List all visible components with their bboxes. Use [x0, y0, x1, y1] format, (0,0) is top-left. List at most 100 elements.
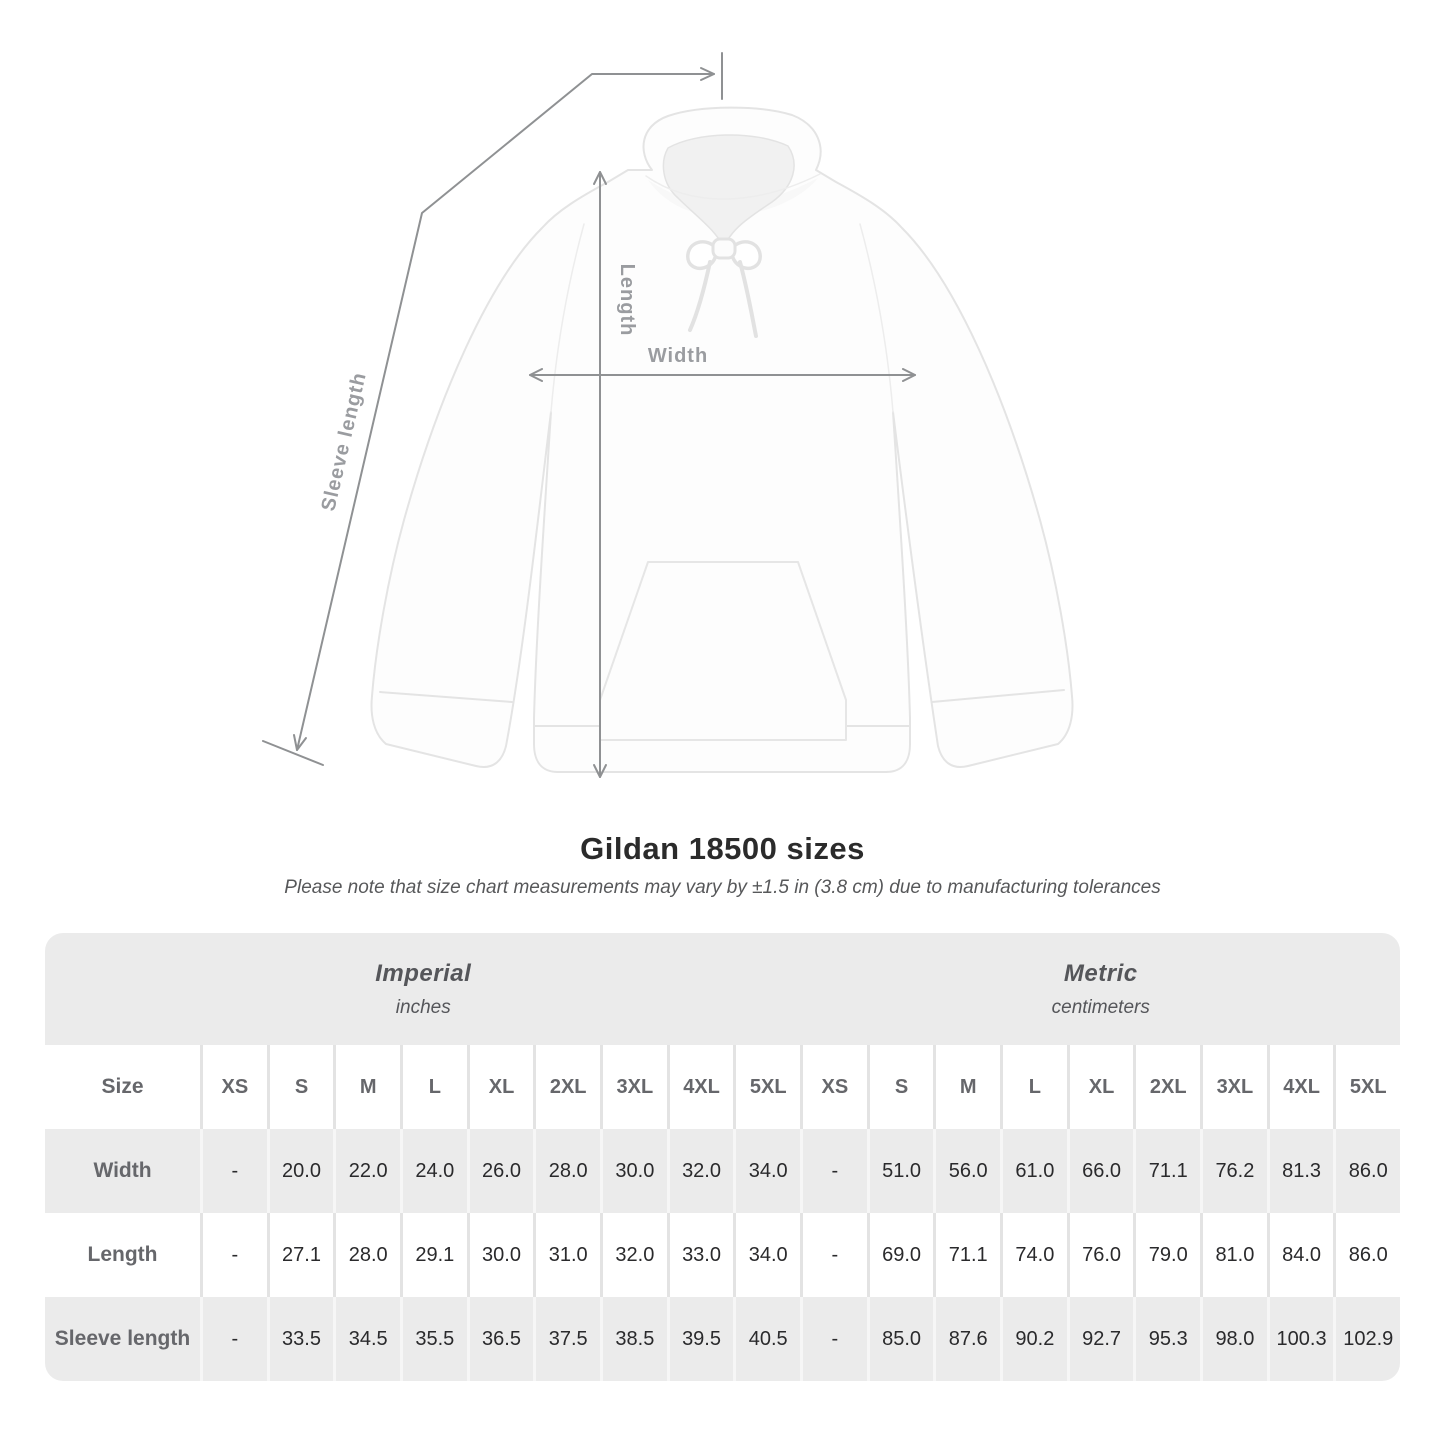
row-label-width: Width	[45, 1129, 203, 1213]
length-metric-xl: 76.0	[1070, 1213, 1137, 1297]
width-imperial-l: 24.0	[403, 1129, 470, 1213]
size-header-metric-4xl: 4XL	[1270, 1045, 1337, 1129]
length-metric-5xl: 86.0	[1348, 1243, 1388, 1266]
size-header-imperial-5xl: 5XL	[736, 1045, 804, 1129]
sleeve-length-metric-xl: 92.7	[1070, 1297, 1137, 1381]
sleeve-length-imperial-l: 35.5	[403, 1297, 470, 1381]
sleeve-length-arrow	[262, 52, 723, 766]
length-imperial-s: 27.1	[270, 1213, 337, 1297]
width-metric-xl: 66.0	[1070, 1129, 1137, 1213]
length-metric-4xl: 84.0	[1270, 1213, 1337, 1297]
length-metric-3xl: 81.0	[1203, 1213, 1270, 1297]
width-metric-xs: -	[803, 1129, 870, 1213]
size-header-metric-2xl: 2XL	[1136, 1045, 1204, 1129]
length-imperial-3xl: 32.0	[603, 1213, 670, 1297]
sleeve-length-imperial-3xl: 38.5	[603, 1297, 670, 1381]
length-imperial-xl: 30.0	[470, 1213, 537, 1297]
sleeve-length-metric-2xl: 95.3	[1136, 1297, 1204, 1381]
size-corner-header: Size	[45, 1045, 203, 1129]
width-metric-3xl: 76.2	[1203, 1129, 1270, 1213]
left-armhole-seam	[550, 223, 585, 413]
width-imperial-4xl: 32.0	[670, 1129, 737, 1213]
hoodie-drawstrings	[686, 237, 762, 338]
sleeve-length-imperial-5xl: 40.5	[736, 1297, 804, 1381]
length-metric-2xl: 79.0	[1136, 1213, 1204, 1297]
width-imperial-xs: -	[203, 1129, 270, 1213]
width-metric-m: 56.0	[936, 1129, 1004, 1213]
imperial-subtitle: inches	[395, 996, 451, 1018]
hoodie-illustration: Length Width Sleeve length	[262, 52, 1074, 778]
sleeve-length-metric-5xl: 102.9	[1343, 1327, 1394, 1350]
hoodie-measurement-diagram: Length Width Sleeve length	[262, 52, 1074, 778]
metric-title: Metric	[1063, 959, 1138, 987]
sleeve-length-imperial-xs: -	[203, 1297, 270, 1381]
width-label: Width	[648, 345, 708, 367]
metric-header: Metric centimeters	[802, 933, 1401, 1045]
length-imperial-4xl: 33.0	[670, 1213, 737, 1297]
length-metric-xs: -	[803, 1213, 870, 1297]
sleeve-length-imperial-2xl: 37.5	[536, 1297, 604, 1381]
width-imperial-5xl: 34.0	[736, 1129, 804, 1213]
length-imperial-m: 28.0	[336, 1213, 404, 1297]
sleeve-length-imperial-4xl: 39.5	[670, 1297, 737, 1381]
width-imperial-2xl: 28.0	[536, 1129, 604, 1213]
sleeve-length-metric-4xl: 100.3	[1270, 1297, 1337, 1381]
left-cuff-seam	[379, 691, 513, 703]
size-header-imperial-m: M	[336, 1045, 404, 1129]
size-header-imperial-4xl: 4XL	[670, 1045, 737, 1129]
sleeve-length-imperial-m: 34.5	[336, 1297, 404, 1381]
size-header-imperial-xl: XL	[470, 1045, 537, 1129]
tolerance-note: Please note that size chart measurements…	[284, 877, 1161, 898]
width-imperial-3xl: 30.0	[603, 1129, 670, 1213]
sleeve-length-metric-l: 90.2	[1003, 1297, 1070, 1381]
right-cuff-seam	[931, 689, 1065, 703]
hoodie-neck-seam	[645, 173, 821, 200]
size-header-metric-m: M	[936, 1045, 1004, 1129]
sleeve-length-label: Sleeve length	[317, 370, 370, 513]
sleeve-length-imperial-s: 33.5	[270, 1297, 337, 1381]
size-header-metric-3xl: 3XL	[1203, 1045, 1270, 1129]
size-header-metric-l: L	[1003, 1045, 1070, 1129]
length-metric-l: 74.0	[1003, 1213, 1070, 1297]
sleeve-length-metric-3xl: 98.0	[1203, 1297, 1270, 1381]
size-header-metric-xs: XS	[803, 1045, 870, 1129]
size-header-imperial-l: L	[403, 1045, 470, 1129]
width-arrow	[529, 368, 916, 382]
size-header-imperial-3xl: 3XL	[603, 1045, 670, 1129]
length-imperial-2xl: 31.0	[536, 1213, 604, 1297]
page-title: Gildan 18500 sizes	[580, 831, 865, 866]
width-metric-4xl: 81.3	[1270, 1129, 1337, 1213]
length-metric-s: 69.0	[870, 1213, 937, 1297]
width-metric-5xl: 86.0	[1348, 1159, 1388, 1182]
row-width: Width -20.0 22.0 24.0 26.0 28.0 30.0 32.0 34.0-5…	[45, 1129, 1400, 1213]
row-label-sleeve-length: Sleeve length	[45, 1297, 203, 1381]
row-length: Length -27.1 28.0 29.1 30.0 31.0 32.0 33.0 34.0-…	[45, 1213, 1400, 1297]
sleeve-length-imperial-xl: 36.5	[470, 1297, 537, 1381]
size-chart-card: Imperial inches Metric centimeters Size …	[45, 933, 1400, 1381]
width-metric-s: 51.0	[870, 1129, 937, 1213]
imperial-header: Imperial inches	[45, 933, 802, 1045]
right-armhole-seam	[859, 223, 894, 413]
imperial-title: Imperial	[375, 959, 472, 987]
size-header-metric-5xl: 5XL	[1349, 1075, 1387, 1098]
sleeve-length-metric-xs: -	[803, 1297, 870, 1381]
size-header-imperial-2xl: 2XL	[536, 1045, 604, 1129]
row-sleeve-length: Sleeve length -33.5 34.5 35.5 36.5 37.5 38.5 39…	[45, 1297, 1400, 1381]
size-header-imperial-xs: XS	[203, 1045, 270, 1129]
unit-header-band: Imperial inches Metric centimeters	[45, 933, 1400, 1045]
width-metric-l: 61.0	[1003, 1129, 1070, 1213]
width-imperial-xl: 26.0	[470, 1129, 537, 1213]
length-imperial-l: 29.1	[403, 1213, 470, 1297]
width-metric-2xl: 71.1	[1136, 1129, 1204, 1213]
length-metric-m: 71.1	[936, 1213, 1004, 1297]
size-header-imperial-s: S	[270, 1045, 337, 1129]
length-imperial-xs: -	[203, 1213, 270, 1297]
length-label: Length	[616, 264, 638, 337]
hoodie-hood-opening	[662, 134, 795, 251]
length-imperial-5xl: 34.0	[736, 1213, 804, 1297]
row-label-length: Length	[45, 1213, 203, 1297]
metric-subtitle: centimeters	[1051, 996, 1150, 1018]
length-arrow	[593, 171, 607, 778]
size-header-row: Size XS S M L XL 2XL 3XL 4XL 5XL XS S M L XL 2XL 3XL 4XL…	[45, 1045, 1400, 1129]
